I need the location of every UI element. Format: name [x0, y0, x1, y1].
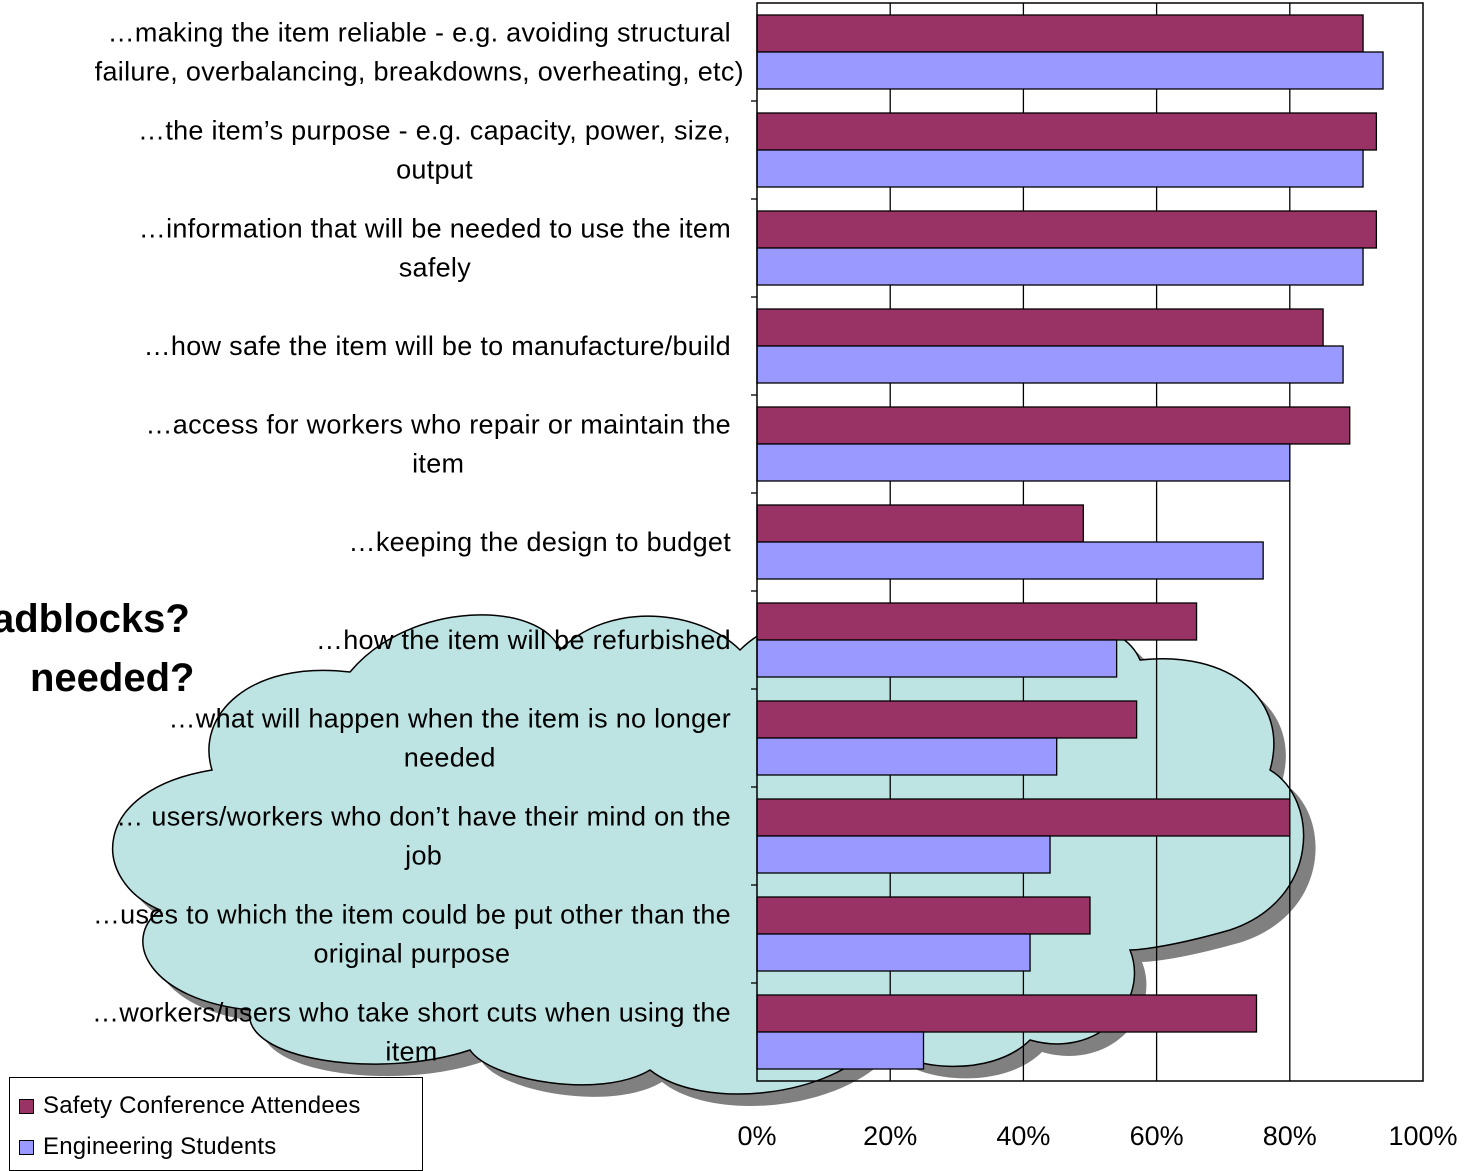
bar-series-1 [756, 504, 1084, 543]
bar-series-2 [756, 541, 1264, 580]
category-label: …access for workers who repair or mainta… [145, 410, 731, 440]
bar-series-2 [756, 247, 1364, 286]
bar-series-1 [756, 798, 1291, 837]
bar-series-1 [756, 896, 1091, 935]
bar-series-2 [756, 737, 1058, 776]
x-tick-label: 100% [1388, 1121, 1457, 1151]
background-text-line-1: adblocks? [0, 597, 190, 641]
bar-series-2 [756, 933, 1031, 972]
bar-series-2 [756, 51, 1384, 90]
bar-series-2 [756, 149, 1364, 188]
category-label: …the item’s purpose - e.g. capacity, pow… [138, 116, 731, 146]
x-tick-label: 20% [863, 1121, 917, 1151]
category-label: failure, overbalancing, breakdowns, over… [95, 57, 744, 87]
bar-series-1 [756, 308, 1324, 347]
category-label: …making the item reliable - e.g. avoidin… [108, 18, 731, 48]
category-label: …uses to which the item could be put oth… [93, 900, 731, 930]
category-label: …how the item will be refurbished [316, 625, 731, 655]
plot-area-border [756, 2, 1424, 1082]
bar-series-2 [756, 835, 1051, 874]
category-label: item [412, 449, 464, 479]
category-label: …keeping the design to budget [349, 527, 732, 557]
category-label: …workers/users who take short cuts when … [92, 998, 731, 1028]
legend-item-series-1: Safety Conference Attendees [19, 1091, 361, 1121]
legend: Safety Conference Attendees Engineering … [9, 1077, 423, 1171]
category-label: safely [399, 253, 472, 283]
legend-swatch-series-1 [19, 1098, 34, 1114]
category-label: item [385, 1037, 437, 1067]
bar-series-1 [756, 994, 1258, 1033]
bar-series-1 [756, 406, 1351, 445]
bar-series-1 [756, 210, 1378, 249]
bar-series-1 [756, 700, 1138, 739]
category-label: original purpose [313, 939, 510, 969]
legend-label-series-1: Safety Conference Attendees [43, 1092, 361, 1119]
bar-series-2 [756, 639, 1118, 678]
legend-label-series-2: Engineering Students [43, 1133, 277, 1160]
category-label: … users/workers who don’t have their min… [116, 802, 731, 832]
bar-series-2 [756, 1031, 925, 1070]
category-label: needed [404, 743, 496, 773]
legend-item-series-2: Engineering Students [19, 1132, 277, 1162]
x-axis-ticks: 0% 20% 40% 60% 80% 100% [737, 1121, 1457, 1151]
bars [751, 14, 1384, 1070]
bar-series-2 [756, 443, 1291, 482]
x-tick-label: 80% [1263, 1121, 1317, 1151]
category-label: job [404, 841, 442, 871]
category-label: …what will happen when the item is no lo… [168, 704, 731, 734]
bar-series-2 [756, 345, 1344, 384]
bar-series-1 [756, 112, 1378, 151]
bar-series-1 [756, 14, 1364, 53]
x-tick-label: 40% [996, 1121, 1050, 1151]
category-labels: …making the item reliable - e.g. avoidin… [92, 18, 744, 1067]
bar-series-1 [756, 602, 1198, 641]
category-label: …information that will be needed to use … [139, 214, 731, 244]
background-text-line-2: needed? [30, 656, 194, 700]
x-tick-label: 60% [1130, 1121, 1184, 1151]
category-label: …how safe the item will be to manufactur… [144, 331, 731, 361]
category-label: output [396, 155, 473, 185]
legend-swatch-series-2 [19, 1139, 34, 1155]
x-tick-label: 0% [737, 1121, 776, 1151]
